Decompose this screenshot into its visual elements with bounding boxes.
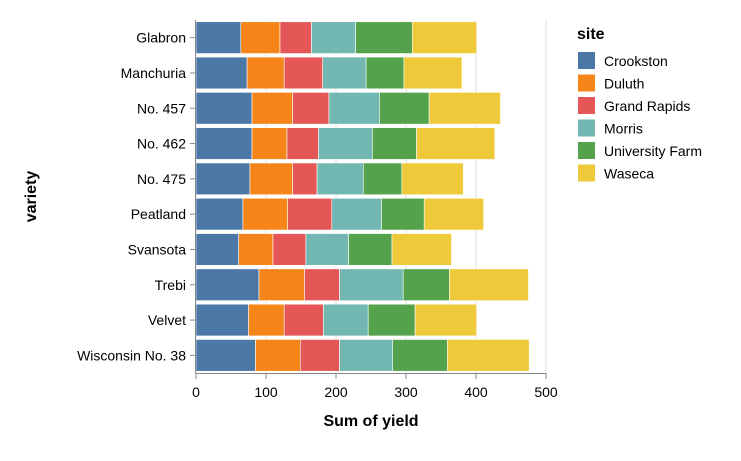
bar-segment bbox=[339, 268, 404, 301]
y-tick-label: No. 475 bbox=[137, 171, 186, 187]
bar-segment bbox=[195, 197, 244, 231]
x-tick-label: 400 bbox=[464, 384, 488, 400]
y-tick-label: Glabron bbox=[136, 30, 186, 46]
bar-segment bbox=[316, 162, 364, 196]
x-tick-label: 100 bbox=[254, 384, 278, 400]
x-tick-label: 0 bbox=[192, 384, 200, 400]
bar-segment bbox=[402, 268, 450, 301]
bar-segment bbox=[248, 303, 285, 337]
bar-segment bbox=[365, 56, 405, 90]
bar-segment bbox=[416, 127, 496, 160]
bar-segment bbox=[272, 233, 307, 266]
legend-label: University Farm bbox=[604, 143, 702, 159]
bar-segment bbox=[392, 339, 448, 372]
bar-segment bbox=[322, 56, 367, 90]
bar-segment bbox=[246, 56, 285, 90]
bar-segment bbox=[348, 233, 393, 266]
bar-segment bbox=[381, 197, 425, 231]
bar-segment bbox=[414, 303, 478, 337]
bar-segment bbox=[391, 233, 452, 266]
bar-segment bbox=[195, 56, 248, 90]
bar-segment bbox=[355, 21, 413, 54]
bar-segment bbox=[279, 21, 312, 54]
bar-segment bbox=[258, 268, 305, 301]
bar-segment bbox=[195, 303, 249, 337]
bar-segment bbox=[195, 339, 256, 372]
bar-segment bbox=[328, 92, 380, 125]
bar-segment bbox=[251, 127, 288, 160]
bar-segment bbox=[331, 197, 382, 231]
y-tick-label: Wisconsin No. 38 bbox=[77, 347, 186, 363]
y-tick-label: Velvet bbox=[148, 312, 186, 328]
bar-segment bbox=[379, 92, 430, 125]
bar-segment bbox=[428, 92, 501, 125]
legend-swatch bbox=[578, 74, 595, 92]
legend-label: Grand Rapids bbox=[604, 98, 690, 114]
bar-segment bbox=[195, 268, 260, 301]
y-tick-label: No. 462 bbox=[137, 136, 186, 152]
y-tick-label: Trebi bbox=[155, 277, 186, 293]
bar-segment bbox=[403, 56, 463, 90]
bar-segment bbox=[367, 303, 416, 337]
legend-label: Waseca bbox=[604, 166, 654, 182]
legend-swatch bbox=[578, 119, 595, 137]
bar-segment bbox=[242, 197, 288, 231]
bar-segment bbox=[195, 92, 253, 125]
bar-segment bbox=[304, 268, 340, 301]
bar-segment bbox=[449, 268, 529, 301]
y-tick-label: Peatland bbox=[131, 206, 186, 222]
x-tick-label: 200 bbox=[324, 384, 348, 400]
y-tick-label: Svansota bbox=[128, 241, 187, 257]
bar-segment bbox=[240, 21, 281, 54]
x-tick-label: 300 bbox=[394, 384, 418, 400]
y-axis-title: variety bbox=[23, 171, 40, 223]
bar-segment bbox=[195, 127, 253, 160]
x-tick-label: 500 bbox=[534, 384, 558, 400]
y-tick-label: No. 457 bbox=[137, 100, 186, 116]
bar-segment bbox=[339, 339, 394, 372]
legend: site Crookston Duluth Grand Rapids Morris Un… bbox=[577, 26, 702, 182]
bar-segment bbox=[292, 162, 318, 196]
bar-segment bbox=[255, 339, 301, 372]
legend-swatch bbox=[578, 142, 595, 159]
bar-segment bbox=[238, 233, 274, 266]
legend-label: Duluth bbox=[604, 76, 644, 92]
bar-segment bbox=[401, 162, 464, 196]
bar-segment bbox=[311, 21, 356, 54]
bar-segment bbox=[292, 92, 330, 125]
y-tick-label: Manchuria bbox=[121, 65, 187, 81]
bar-segment bbox=[195, 21, 242, 54]
bar-segment bbox=[372, 127, 417, 160]
legend-swatch bbox=[578, 164, 595, 182]
legend-label: Morris bbox=[604, 121, 643, 137]
bar-segment bbox=[362, 162, 403, 196]
bar-segment bbox=[305, 233, 349, 266]
bar-segment bbox=[411, 21, 477, 54]
legend-swatch bbox=[578, 97, 595, 114]
x-axis-title: Sum of yield bbox=[323, 413, 418, 430]
legend-label: Crookston bbox=[604, 53, 668, 69]
bar-segment bbox=[287, 197, 333, 231]
bar-segment bbox=[195, 162, 251, 196]
legend-swatch bbox=[578, 52, 595, 69]
bar-segment bbox=[195, 233, 240, 266]
bar-segment bbox=[283, 303, 324, 337]
bar-segment bbox=[446, 339, 530, 372]
axes: 0 100 200 300 400 500 Glabron Manchuria No. 457 N… bbox=[77, 20, 558, 400]
bar-segment bbox=[286, 127, 319, 160]
bars bbox=[195, 21, 530, 372]
bar-segment bbox=[423, 197, 485, 231]
bar-segment bbox=[249, 162, 293, 196]
bar-segment bbox=[323, 303, 369, 337]
legend-title: site bbox=[577, 26, 605, 43]
bar-segment bbox=[318, 127, 373, 160]
bar-segment bbox=[251, 92, 293, 125]
bar-segment bbox=[299, 339, 340, 372]
bar-segment bbox=[283, 56, 324, 90]
